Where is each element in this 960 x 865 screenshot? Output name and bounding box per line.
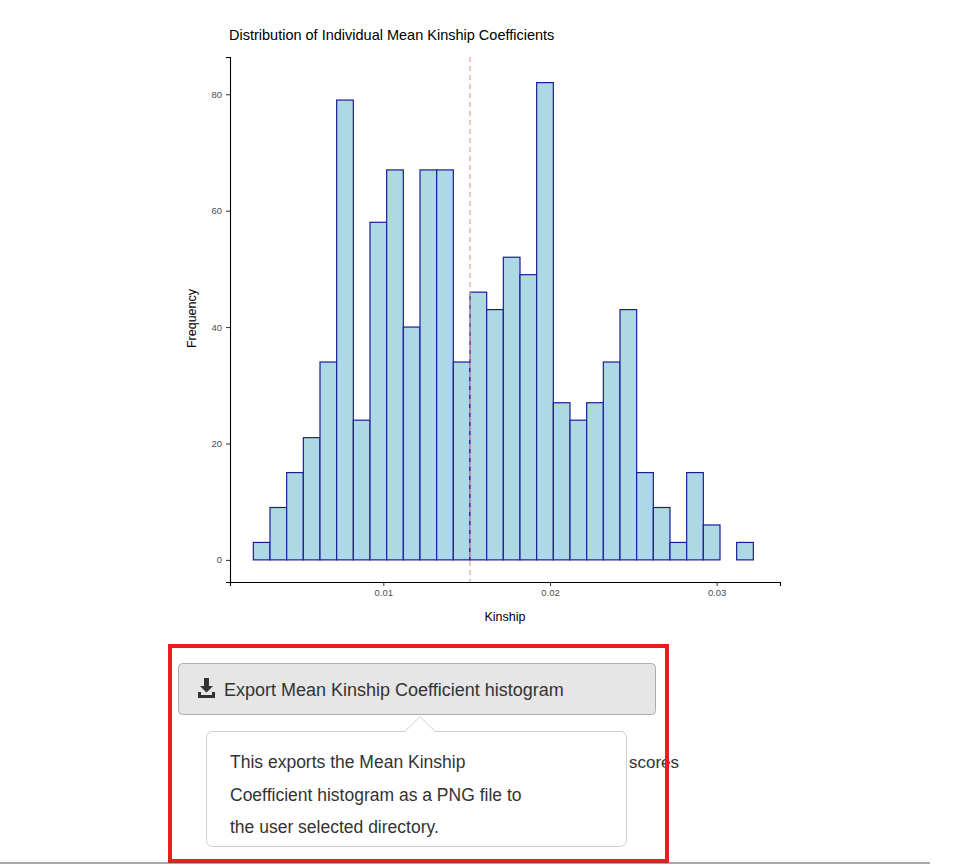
tooltip-text: Coefficient histogram as a PNG file to bbox=[230, 785, 521, 805]
tooltip-text: the user selected directory. bbox=[230, 817, 439, 837]
export-button[interactable]: Export Mean Kinship Coefficient histogra… bbox=[179, 664, 656, 715]
histogram-bar bbox=[537, 83, 554, 560]
histogram-bar bbox=[620, 310, 637, 560]
histogram-bar bbox=[587, 403, 604, 560]
y-tick: 80 bbox=[211, 89, 230, 100]
x-tick-mark bbox=[717, 582, 718, 586]
tooltip: This exports the Mean Kinship Coefficient… bbox=[207, 717, 627, 847]
chart-title: Distribution of Individual Mean Kinship … bbox=[229, 27, 554, 43]
button-label[interactable]: Export Mean Kinship Coefficient histogra… bbox=[224, 680, 564, 700]
histogram-bar bbox=[637, 473, 654, 560]
tooltip-text: This exports the Mean Kinship bbox=[230, 752, 465, 772]
y-tick-label: 0 bbox=[217, 554, 222, 565]
x-tick: 0.01 bbox=[375, 582, 394, 598]
tooltip-arrow bbox=[405, 717, 435, 732]
y-tick-label: 80 bbox=[211, 89, 222, 100]
histogram-bar bbox=[470, 292, 487, 560]
y-axis: 0 20 40 60 80 bbox=[211, 58, 230, 583]
histogram-bar bbox=[687, 473, 704, 560]
histogram-bar bbox=[703, 525, 720, 560]
x-tick-label: 0.03 bbox=[708, 587, 727, 598]
button-background[interactable] bbox=[179, 664, 656, 715]
y-tick-label: 60 bbox=[211, 205, 222, 216]
histogram-bar bbox=[737, 542, 754, 559]
histogram-bar bbox=[570, 420, 587, 560]
histogram-bar bbox=[370, 222, 387, 560]
histogram-bar bbox=[353, 420, 370, 560]
separator bbox=[0, 863, 930, 864]
histogram-bar bbox=[437, 170, 454, 560]
y-tick-mark bbox=[226, 560, 230, 561]
x-axis-line bbox=[231, 583, 781, 587]
background-text: scores bbox=[629, 753, 679, 772]
histogram-bar bbox=[503, 257, 520, 560]
tooltip-box bbox=[207, 732, 627, 847]
histogram-bar bbox=[603, 362, 620, 560]
histogram-bar bbox=[720, 559, 737, 560]
histogram-bar bbox=[387, 170, 404, 560]
y-tick-mark bbox=[226, 443, 230, 444]
histogram-bar bbox=[487, 310, 504, 560]
x-axis: 0.01 0.02 0.03 bbox=[231, 582, 781, 598]
highlight-frame bbox=[170, 646, 667, 861]
x-tick-label: 0.01 bbox=[375, 587, 394, 598]
page: Distribution of Individual Mean Kinship … bbox=[0, 0, 960, 865]
x-tick: 0.02 bbox=[541, 582, 560, 598]
histogram-bar bbox=[270, 507, 287, 559]
plot-area bbox=[253, 57, 753, 582]
histogram-bar bbox=[303, 438, 320, 560]
x-tick: 0.03 bbox=[708, 582, 727, 598]
histogram-bar bbox=[337, 100, 354, 560]
histogram-bar bbox=[403, 327, 420, 560]
histogram-bar bbox=[453, 362, 470, 560]
y-tick-mark bbox=[226, 211, 230, 212]
y-tick-mark bbox=[226, 327, 230, 328]
histogram-bar bbox=[670, 542, 687, 559]
mean-line bbox=[469, 57, 470, 582]
y-tick: 20 bbox=[211, 438, 230, 449]
y-axis-title: Frequency bbox=[185, 288, 199, 348]
histogram-bar bbox=[420, 170, 437, 560]
download-tray[interactable] bbox=[198, 692, 215, 698]
histogram-bar bbox=[520, 275, 537, 560]
y-tick: 0 bbox=[217, 554, 230, 565]
y-tick: 60 bbox=[211, 205, 230, 216]
y-axis-line bbox=[226, 58, 231, 583]
y-tick-mark bbox=[226, 94, 230, 95]
y-tick-label: 20 bbox=[211, 438, 222, 449]
y-tick-label: 40 bbox=[211, 322, 222, 333]
x-axis-title: Kinship bbox=[485, 610, 526, 624]
download-icon[interactable] bbox=[198, 678, 215, 698]
x-tick-mark bbox=[383, 582, 384, 586]
histogram-bar bbox=[253, 542, 270, 559]
x-tick-label: 0.02 bbox=[541, 587, 560, 598]
histogram-bar bbox=[287, 473, 304, 560]
histogram-bar bbox=[653, 507, 670, 559]
histogram-bar bbox=[553, 403, 570, 560]
tooltip-arrow-fill bbox=[405, 717, 435, 733]
download-arrow[interactable] bbox=[200, 678, 213, 693]
y-tick: 40 bbox=[211, 322, 230, 333]
histogram-bar bbox=[320, 362, 337, 560]
x-tick-mark bbox=[550, 582, 551, 586]
